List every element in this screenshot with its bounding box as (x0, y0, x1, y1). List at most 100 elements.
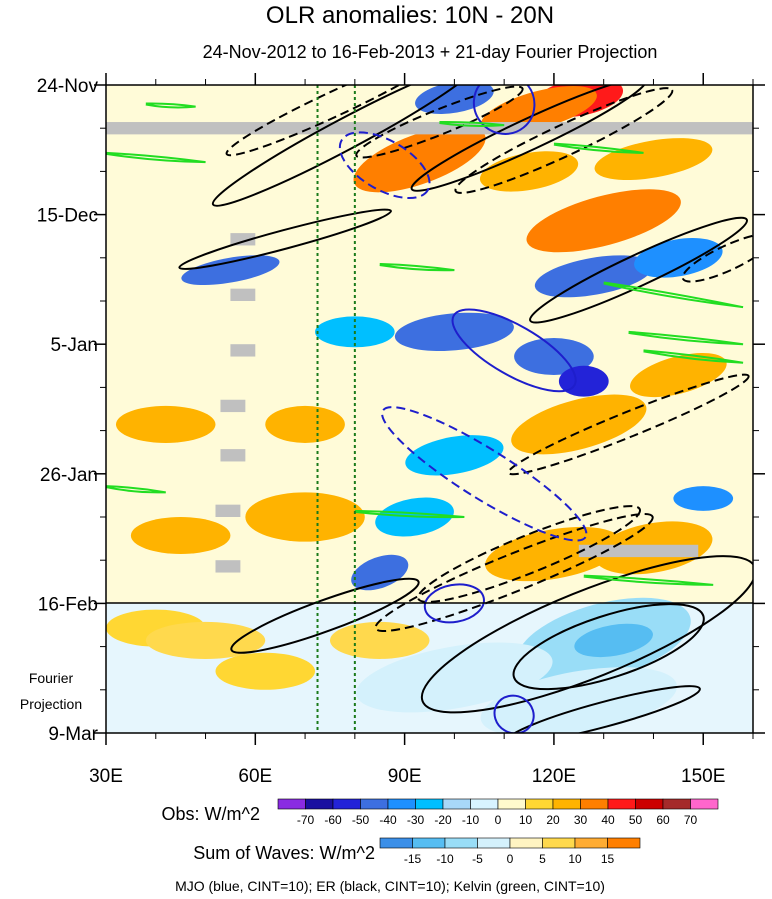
mjo-contour (493, 694, 535, 733)
obs-anomaly-patch (353, 125, 486, 193)
obs-anomaly-patch (481, 86, 597, 134)
colorbar-swatch (360, 798, 389, 810)
mjo-contour (423, 583, 485, 624)
colorbar-level-label: -10 (462, 813, 480, 827)
waves-colorbar: -15 -10 -5 0 5 10 15 (379, 837, 641, 866)
missing-data-bar (215, 504, 241, 517)
x-tick-label: 30E (89, 766, 123, 787)
missing-data-bar (578, 544, 699, 558)
colorbar-level-label: 10 (568, 852, 582, 866)
colorbar-swatch (509, 837, 543, 849)
missing-data-bar (106, 122, 753, 135)
missing-data-bar (230, 344, 256, 357)
colorbar-level-label: -20 (434, 813, 452, 827)
mjo-contour (338, 131, 431, 200)
colorbar-swatch (690, 798, 719, 810)
colorbar-swatch (387, 798, 416, 810)
wave-sum-patch (574, 623, 653, 658)
er-contour (211, 85, 478, 207)
obs-anomaly-patch (514, 338, 594, 376)
obs-anomaly-patch (130, 517, 231, 555)
colorbar-level-label: 15 (601, 852, 615, 866)
kelvin-contour (379, 262, 455, 272)
colorbar-level-label: 5 (539, 852, 546, 866)
projection-label-line1: Fourier (29, 670, 74, 686)
colorbar-level-label: -70 (297, 813, 315, 827)
kelvin-contour (439, 120, 505, 127)
er-contour (529, 216, 748, 324)
x-tick-label: 120E (532, 766, 576, 787)
colorbar-swatch (525, 798, 554, 810)
obs-anomaly-patch (181, 255, 280, 286)
colorbar-swatch (607, 798, 636, 810)
kelvin-contour (145, 102, 196, 109)
er-contour (507, 373, 750, 476)
chart-title: OLR anomalies: 10N - 20N (266, 2, 554, 29)
waves-colorbar-label: Sum of Waves: W/m^2 (193, 843, 375, 863)
missing-data-bar (220, 449, 246, 462)
obs-anomaly-patch (485, 526, 623, 582)
colorbar-level-label: 0 (507, 852, 514, 866)
colorbar-level-label: 30 (574, 813, 588, 827)
y-tick-label: 9-Mar (48, 724, 98, 745)
colorbar-swatch (442, 798, 471, 810)
colorbar-level-label: 70 (684, 813, 698, 827)
obs-anomaly-patch (245, 492, 365, 542)
obs-anomaly-patch (351, 554, 409, 591)
x-tick-label: 150E (681, 766, 725, 787)
x-tick-label: 60E (238, 766, 272, 787)
colorbar-swatch (580, 798, 609, 810)
obs-anomaly-patch (526, 189, 681, 253)
er-contour (506, 685, 701, 733)
colorbar-level-label: -40 (379, 813, 397, 827)
chart-subtitle: 24-Nov-2012 to 16-Feb-2013 + 21-day Four… (203, 42, 658, 62)
er-contour (178, 208, 392, 271)
obs-anomaly-patch (634, 237, 723, 278)
y-tick-label: 16-Feb (38, 594, 98, 615)
colorbar-swatch (497, 798, 526, 810)
er-contour (355, 85, 524, 159)
kelvin-contour (354, 509, 465, 519)
y-axis: 24-Nov 15-Dec 5-Jan 26-Jan 16-Feb 9-Mar (37, 76, 765, 745)
plot-area (105, 84, 754, 734)
colorbar-swatch (415, 798, 444, 810)
colorbar-swatch (444, 837, 478, 849)
x-axis: 30E 60E 90E 120E 150E (89, 73, 754, 787)
kelvin-contour (628, 330, 744, 346)
colorbar-swatch (477, 837, 511, 849)
colorbar-level-label: 20 (546, 813, 560, 827)
missing-data-bar (230, 288, 256, 301)
missing-data-bar (220, 399, 246, 413)
colorbar-swatch (635, 798, 664, 810)
plot-frame (105, 84, 754, 734)
er-contour (225, 85, 445, 157)
obs-anomaly-patch (265, 405, 345, 443)
wave-sum-patch (145, 621, 266, 659)
colorbar-swatch (542, 837, 576, 849)
obs-colorbar-label: Obs: W/m^2 (162, 804, 260, 824)
y-tick-label: 5-Jan (50, 335, 98, 356)
er-contour (410, 85, 648, 192)
kelvin-contour (643, 349, 744, 364)
obs-anomaly-patch (594, 138, 713, 181)
colorbar-swatch (379, 837, 413, 849)
obs-anomaly-patch (630, 353, 727, 398)
obs-anomaly-patch (215, 652, 316, 690)
colorbar-swatch (470, 798, 499, 810)
colorbar-swatch (412, 837, 446, 849)
kelvin-contour (603, 281, 744, 309)
colorbar-level-label: 10 (519, 813, 533, 827)
obs-anomaly-patch (115, 405, 216, 443)
colorbar-level-label: -15 (404, 852, 422, 866)
colorbar-level-label: -10 (436, 852, 454, 866)
missing-data-bar (215, 560, 241, 573)
colorbar-level-label: 40 (601, 813, 615, 827)
colorbar-level-label: 0 (495, 813, 502, 827)
y-tick-label: 26-Jan (40, 465, 98, 486)
mjo-contour (381, 406, 588, 542)
y-tick-label: 24-Nov (37, 76, 99, 97)
er-contour (374, 513, 654, 633)
x-tick-label: 90E (388, 766, 422, 787)
kelvin-contour (106, 485, 166, 494)
